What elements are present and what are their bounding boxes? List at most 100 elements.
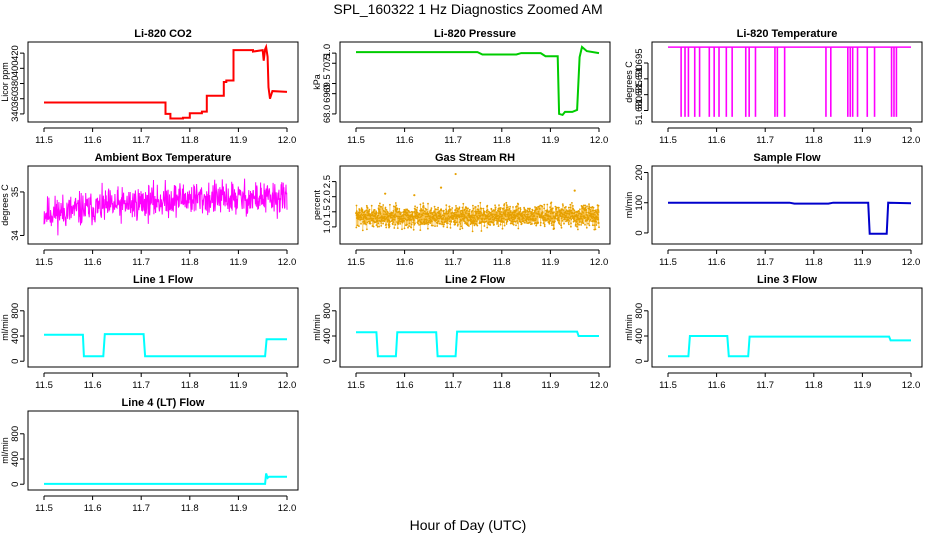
data-point — [448, 220, 451, 223]
plot-frame — [651, 41, 923, 123]
data-point — [462, 215, 464, 218]
data-point — [529, 221, 531, 224]
data-point — [588, 224, 591, 227]
data-point — [506, 209, 509, 211]
data-point — [440, 209, 443, 212]
data-point — [429, 212, 432, 215]
data-point — [584, 204, 587, 207]
data-point — [366, 228, 368, 231]
data-point — [363, 215, 365, 218]
data-point — [355, 210, 358, 213]
data-point — [565, 220, 567, 223]
data-point — [581, 219, 584, 221]
data-point — [468, 225, 470, 227]
data-point — [594, 228, 597, 231]
data-point — [575, 220, 578, 223]
data-point — [473, 222, 475, 225]
data-point — [432, 224, 434, 227]
panel-title: Li-820 Pressure — [434, 28, 516, 40]
data-point — [452, 215, 455, 218]
data-point — [474, 206, 477, 208]
data-point — [442, 209, 445, 212]
plot-area — [356, 45, 600, 117]
data-point — [563, 222, 565, 225]
data-point — [570, 218, 573, 221]
y-tick-label: 35 — [10, 187, 21, 198]
data-point — [467, 207, 469, 210]
series-line — [44, 333, 287, 358]
data-point — [477, 205, 480, 207]
data-point — [365, 209, 368, 212]
x-tick-label: 11.9 — [230, 380, 248, 391]
data-point — [422, 212, 425, 215]
y-tick-label: 1.5 — [322, 205, 333, 218]
data-point — [534, 206, 536, 208]
data-point — [505, 201, 508, 204]
data-point — [456, 224, 459, 227]
data-point — [550, 222, 553, 225]
data-point — [388, 223, 391, 226]
data-point — [461, 227, 464, 230]
data-point — [584, 206, 587, 209]
data-point — [515, 205, 518, 208]
data-point — [597, 211, 600, 213]
data-point — [403, 227, 406, 230]
data-point — [597, 204, 600, 207]
data-point — [439, 213, 442, 216]
data-point — [412, 217, 415, 220]
data-point — [442, 225, 445, 228]
data-point — [375, 224, 378, 227]
data-point — [591, 209, 594, 212]
data-point — [558, 206, 560, 209]
data-point — [486, 204, 489, 207]
data-point — [482, 207, 485, 210]
x-tick-label: 11.8 — [493, 135, 511, 146]
series-line — [43, 178, 288, 236]
data-point — [359, 211, 361, 214]
data-point — [519, 208, 522, 211]
plot-area — [44, 333, 287, 358]
plot-area — [43, 178, 288, 236]
plot-area — [668, 201, 912, 235]
data-point — [417, 216, 420, 219]
data-point — [596, 216, 599, 219]
data-point — [525, 220, 528, 223]
x-tick-label: 11.8 — [181, 135, 199, 146]
data-point — [551, 217, 554, 220]
data-point — [383, 213, 385, 216]
data-point — [580, 215, 583, 218]
x-tick-label: 11.5 — [35, 135, 53, 146]
data-point — [429, 222, 432, 225]
data-point — [556, 214, 559, 217]
data-point — [375, 211, 378, 214]
data-point — [512, 206, 514, 208]
data-point — [482, 214, 484, 217]
x-tick-label: 12.0 — [278, 380, 297, 391]
data-point — [403, 220, 406, 222]
data-point — [410, 223, 413, 226]
data-point — [551, 207, 554, 210]
data-point — [356, 224, 359, 227]
data-point — [471, 214, 474, 217]
data-point — [552, 212, 554, 215]
data-point — [492, 221, 494, 224]
panel-sample-flow: Sample Flow 11.5 11.6 11.7 11.8 11.9 12.0 0 100 2… — [624, 152, 923, 268]
data-point — [459, 215, 461, 218]
data-point — [407, 226, 409, 229]
data-point — [406, 208, 409, 211]
plot-frame — [651, 165, 923, 245]
plot-area — [44, 473, 287, 485]
data-point — [577, 214, 579, 217]
data-point — [561, 208, 564, 211]
data-point — [448, 205, 451, 208]
data-point — [548, 222, 551, 225]
x-tick-label: 11.8 — [181, 503, 199, 514]
data-point — [591, 217, 594, 220]
data-point — [563, 218, 566, 221]
y-tick-label: 100 — [634, 195, 645, 211]
panel-li-820-pressure: Li-820 Pressure 11.5 11.6 11.7 11.8 11.9 12.0 6… — [312, 28, 611, 146]
data-point — [459, 223, 462, 225]
data-point — [479, 210, 482, 213]
data-point — [447, 215, 450, 218]
data-point — [500, 217, 503, 220]
